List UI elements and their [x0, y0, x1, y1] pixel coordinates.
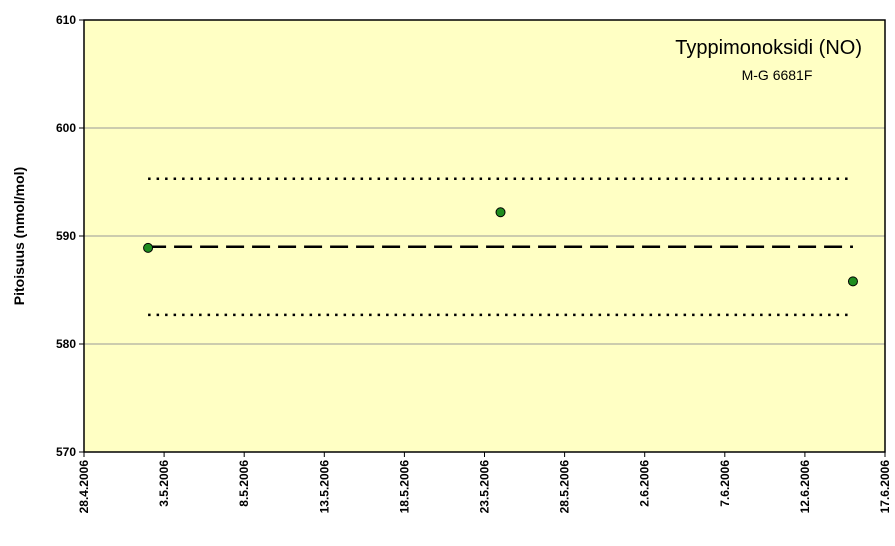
y-axis-label: Pitoisuus (nmol/mol)	[11, 167, 27, 305]
y-tick-label: 600	[56, 121, 76, 135]
data-point	[847, 276, 858, 287]
y-tick-label: 610	[56, 13, 76, 27]
data-point	[143, 242, 154, 253]
y-tick-label: 580	[56, 337, 76, 351]
x-tick-label: 18.5.2006	[397, 460, 411, 514]
data-point	[495, 207, 506, 218]
chart-title: Typpimonoksidi (NO)	[675, 37, 862, 59]
x-tick-label: 8.5.2006	[237, 460, 251, 507]
y-tick-label: 590	[56, 229, 76, 243]
x-tick-label: 23.5.2006	[478, 460, 492, 514]
x-tick-label: 3.5.2006	[157, 460, 171, 507]
x-tick-label: 12.6.2006	[798, 460, 812, 514]
y-tick-label: 570	[56, 445, 76, 459]
x-tick-label: 2.6.2006	[638, 460, 652, 507]
x-tick-label: 28.5.2006	[558, 460, 572, 514]
x-tick-label: 13.5.2006	[317, 460, 331, 514]
x-tick-label: 28.4.2006	[77, 460, 91, 514]
x-tick-label: 17.6.2006	[878, 460, 892, 514]
x-tick-label: 7.6.2006	[718, 460, 732, 507]
chart-subtitle: M-G 6681F	[742, 67, 813, 83]
